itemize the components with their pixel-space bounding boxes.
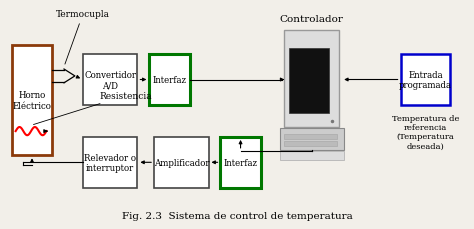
- Text: Resistencia: Resistencia: [34, 92, 152, 125]
- Text: Controlador: Controlador: [280, 15, 344, 24]
- FancyBboxPatch shape: [83, 137, 137, 188]
- FancyBboxPatch shape: [154, 137, 209, 188]
- Text: Horno
Eléctrico: Horno Eléctrico: [12, 91, 52, 110]
- Text: Entrada
programada: Entrada programada: [399, 71, 452, 90]
- FancyBboxPatch shape: [284, 31, 339, 127]
- FancyBboxPatch shape: [280, 128, 344, 150]
- Text: Amplificador: Amplificador: [154, 158, 209, 167]
- Text: Fig. 2.3  Sistema de control de temperatura: Fig. 2.3 Sistema de control de temperatu…: [122, 211, 352, 220]
- FancyBboxPatch shape: [280, 151, 344, 160]
- Text: Interfaz: Interfaz: [153, 76, 186, 85]
- FancyBboxPatch shape: [83, 55, 137, 105]
- FancyBboxPatch shape: [289, 49, 329, 113]
- FancyBboxPatch shape: [284, 142, 337, 147]
- Text: Relevador o
interruptor: Relevador o interruptor: [84, 153, 136, 172]
- Text: Convertidor
A/D: Convertidor A/D: [84, 71, 136, 90]
- Text: Termocupla: Termocupla: [56, 10, 110, 65]
- Text: Temperatura de
referencia
(Temperatura
deseada): Temperatura de referencia (Temperatura d…: [392, 114, 459, 150]
- FancyBboxPatch shape: [220, 137, 261, 188]
- Text: Interfaz: Interfaz: [224, 158, 257, 167]
- FancyBboxPatch shape: [12, 46, 52, 156]
- FancyBboxPatch shape: [149, 55, 190, 105]
- FancyBboxPatch shape: [401, 55, 450, 105]
- FancyBboxPatch shape: [284, 134, 337, 139]
